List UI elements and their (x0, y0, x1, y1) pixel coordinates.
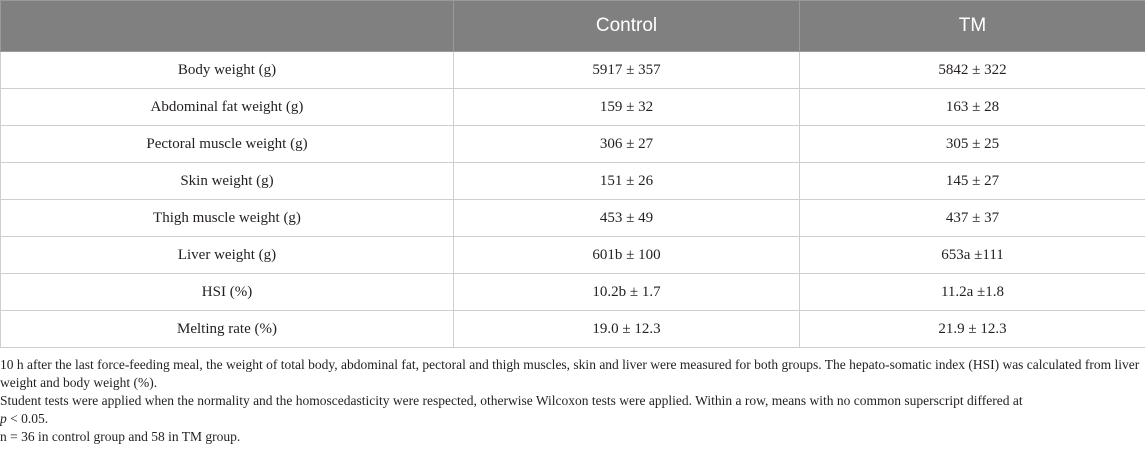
row-label: Body weight (g) (0, 51, 454, 89)
table-row: HSI (%) 10.2b ± 1.7 11.2a ±1.8 (0, 273, 1145, 311)
tm-value: 305 ± 25 (799, 125, 1145, 163)
row-label: Skin weight (g) (0, 162, 454, 200)
header-cell-control: Control (453, 0, 800, 52)
tm-value: 11.2a ±1.8 (799, 273, 1145, 311)
table-row: Body weight (g) 5917 ± 357 5842 ± 322 (0, 51, 1145, 89)
table-row: Pectoral muscle weight (g) 306 ± 27 305 … (0, 125, 1145, 163)
header-cell-empty (0, 0, 454, 52)
footnote-p-threshold: < 0.05. (6, 411, 49, 426)
table-row: Liver weight (g) 601b ± 100 653a ±111 (0, 236, 1145, 274)
footnote-measurements: 10 h after the last force-feeding meal, … (0, 357, 1140, 390)
tm-value: 21.9 ± 12.3 (799, 310, 1145, 348)
tm-value: 163 ± 28 (799, 88, 1145, 126)
tm-value: 145 ± 27 (799, 162, 1145, 200)
control-value: 601b ± 100 (453, 236, 800, 274)
table-row: Skin weight (g) 151 ± 26 145 ± 27 (0, 162, 1145, 200)
row-label: Melting rate (%) (0, 310, 454, 348)
row-label: Thigh muscle weight (g) (0, 199, 454, 237)
control-value: 151 ± 26 (453, 162, 800, 200)
tm-value: 653a ±111 (799, 236, 1145, 274)
row-label: HSI (%) (0, 273, 454, 311)
tm-value: 437 ± 37 (799, 199, 1145, 237)
header-cell-tm: TM (799, 0, 1145, 52)
table-footnotes: 10 h after the last force-feeding meal, … (0, 356, 1140, 446)
table-row: Abdominal fat weight (g) 159 ± 32 163 ± … (0, 88, 1145, 126)
table-row: Thigh muscle weight (g) 453 ± 49 437 ± 3… (0, 199, 1145, 237)
control-value: 19.0 ± 12.3 (453, 310, 800, 348)
control-value: 306 ± 27 (453, 125, 800, 163)
control-value: 5917 ± 357 (453, 51, 800, 89)
tm-value: 5842 ± 322 (799, 51, 1145, 89)
header-row: Control TM (0, 0, 1145, 52)
control-value: 159 ± 32 (453, 88, 800, 126)
control-value: 453 ± 49 (453, 199, 800, 237)
footnote-statistics: Student tests were applied when the norm… (0, 392, 1140, 428)
footnote-sample-size: n = 36 in control group and 58 in TM gro… (0, 429, 241, 444)
results-table: Control TM Body weight (g) 5917 ± 357 58… (0, 0, 1145, 348)
row-label: Liver weight (g) (0, 236, 454, 274)
footnote-statistics-text: Student tests were applied when the norm… (0, 393, 1023, 408)
table-row: Melting rate (%) 19.0 ± 12.3 21.9 ± 12.3 (0, 310, 1145, 348)
row-label: Abdominal fat weight (g) (0, 88, 454, 126)
control-value: 10.2b ± 1.7 (453, 273, 800, 311)
row-label: Pectoral muscle weight (g) (0, 125, 454, 163)
footnote-p-symbol: p (0, 411, 7, 426)
